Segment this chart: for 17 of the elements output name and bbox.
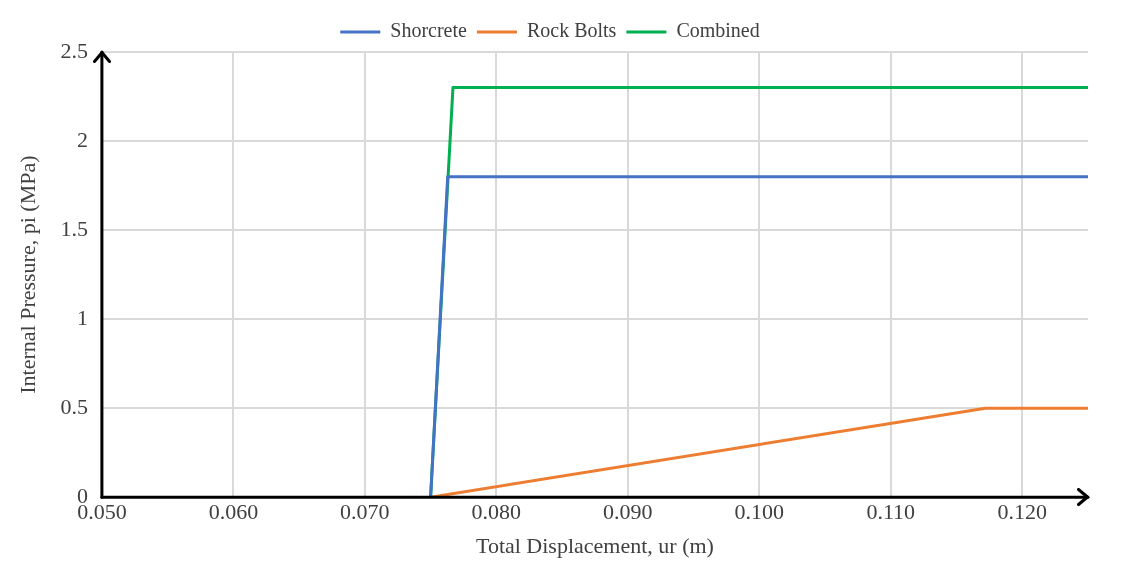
- y-tick-label: 2.5: [60, 37, 88, 63]
- legend-label: Combined: [676, 19, 760, 42]
- x-tick-label: 0.070: [340, 499, 390, 525]
- y-axis-title: Internal Pressure, pi (MPa): [14, 155, 40, 394]
- y-tick-label: 2: [76, 126, 88, 152]
- y-tick-label: 1.5: [60, 215, 88, 241]
- x-tick-label: 0.100: [734, 499, 785, 525]
- y-tick-label: 0.5: [60, 393, 88, 419]
- x-tick-label: 0.080: [471, 499, 522, 525]
- x-tick-label: 0.120: [997, 499, 1048, 525]
- legend-label: Rock Bolts: [526, 19, 617, 42]
- legend-label: Shorcrete: [390, 19, 468, 42]
- x-tick-label: 0.110: [866, 499, 916, 525]
- x-tick-label: 0.090: [603, 499, 653, 525]
- y-tick-label: 1: [76, 304, 88, 330]
- x-tick-label: 0.060: [208, 499, 259, 525]
- x-axis-title: Total Displacement, ur (m): [475, 532, 714, 558]
